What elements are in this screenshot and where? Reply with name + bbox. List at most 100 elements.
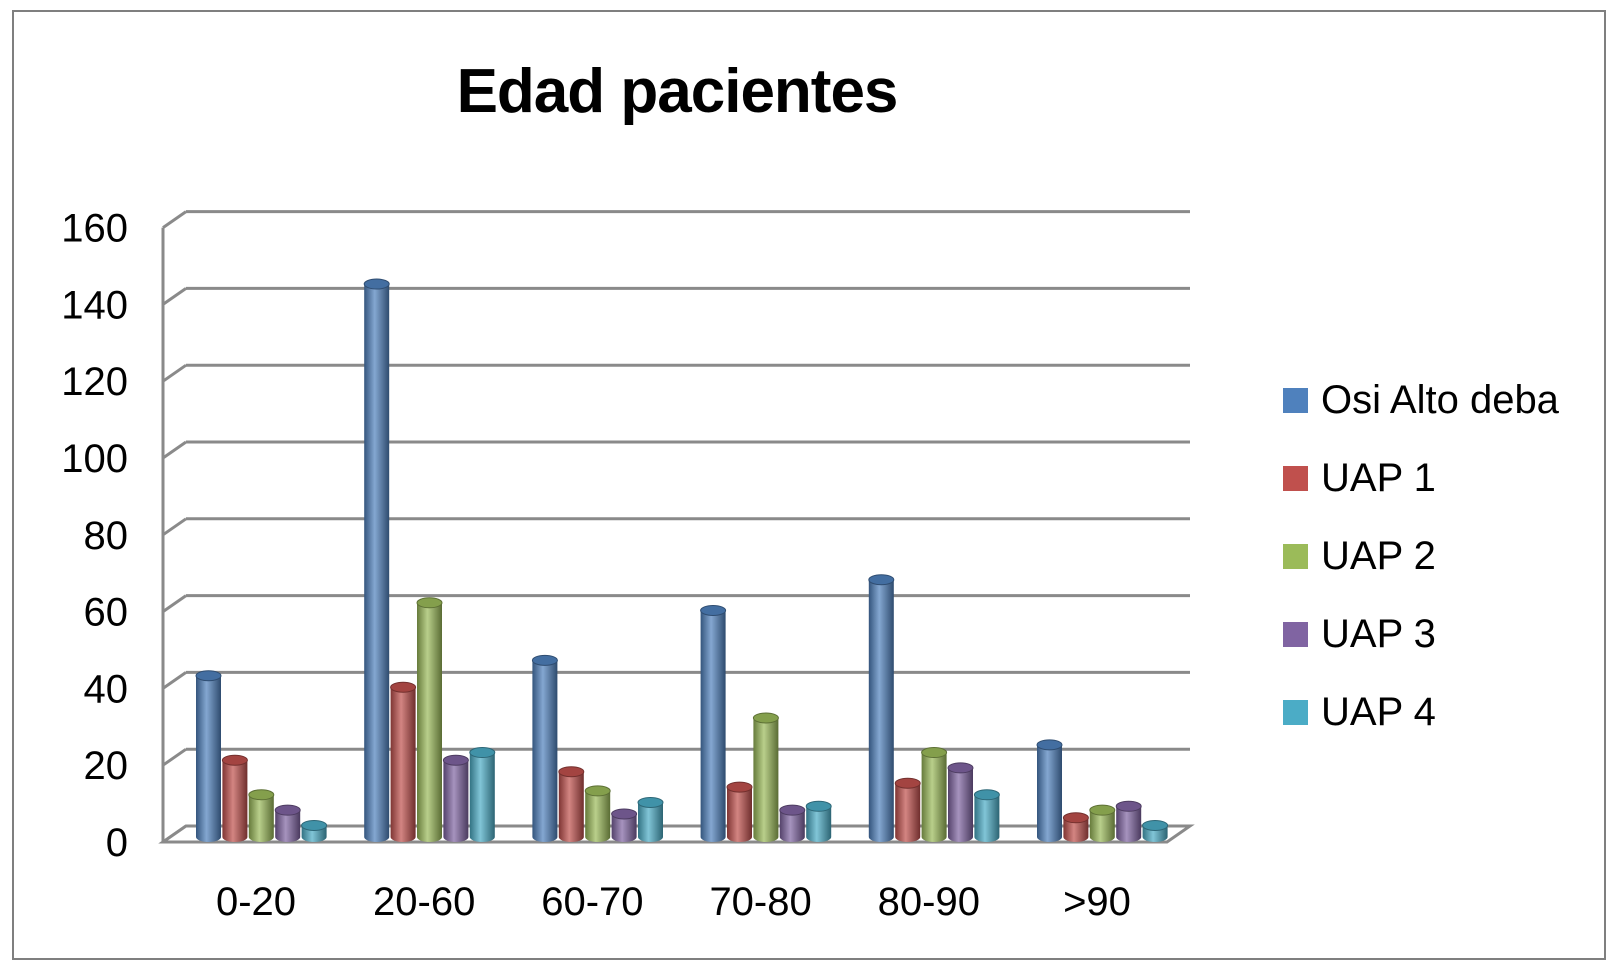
bar-uap-2-0-20	[248, 794, 274, 843]
gridline-tick-100	[162, 440, 187, 460]
bar-uap-4-70-80	[806, 806, 832, 843]
bar-top-osi-alto-deba-80-90	[868, 574, 895, 586]
y-tick-label-60: 60	[84, 591, 129, 635]
bar-uap-3-80-90	[948, 767, 973, 843]
bar-uap-1-80-90	[895, 783, 921, 843]
bar-top-uap-1-20-60	[390, 681, 417, 693]
bar-top-uap-4->90	[1142, 819, 1169, 831]
x-tick-label-0-20: 0-20	[216, 880, 296, 924]
legend-swatch-icon	[1283, 699, 1308, 725]
bar-uap-3-0-20	[275, 810, 301, 843]
bar-uap-3-70-80	[779, 810, 805, 842]
bar-top-uap-3-0-20	[274, 804, 301, 816]
bar-uap-1-60-70	[558, 771, 584, 843]
bar-top-uap-4-20-60	[469, 747, 496, 759]
bar-uap-3-20-60	[443, 760, 469, 843]
legend-label: Osi Alto deba	[1321, 377, 1559, 422]
bar-top-uap-3-70-80	[779, 804, 806, 816]
bar-top-osi-alto-deba-0-20	[195, 670, 222, 682]
bar-osi-alto-deba-70-80	[700, 610, 726, 843]
bar-osi-alto-deba->90	[1037, 744, 1062, 843]
legend-swatch-icon	[1283, 621, 1308, 647]
legend-label: UAP 2	[1321, 533, 1436, 578]
y-tick-label-40: 40	[84, 667, 129, 711]
legend-label: UAP 4	[1321, 689, 1436, 734]
y-tick-label-100: 100	[61, 437, 128, 481]
bar-top-uap-4-70-80	[805, 800, 832, 812]
bar-uap-4-20-60	[469, 752, 495, 843]
bar-uap-2-80-90	[921, 752, 947, 843]
bar-top-uap-1->90	[1062, 812, 1089, 824]
bar-uap-4-60-70	[638, 802, 663, 843]
legend-swatch-icon	[1283, 465, 1308, 491]
gridline-tick-80	[162, 517, 187, 537]
bar-top-uap-3-20-60	[442, 754, 469, 766]
legend: Osi Alto deba UAP 1 UAP 2 UAP 3 UAP 4	[1283, 361, 1559, 751]
bar-uap-3-60-70	[611, 813, 637, 843]
x-tick-label-60-70: 60-70	[541, 880, 643, 924]
y-tick-label-80: 80	[84, 514, 129, 558]
gridline-tick-40	[162, 671, 187, 690]
bar-uap-3->90	[1116, 806, 1142, 843]
gridline-tick-20	[162, 747, 187, 767]
bar-uap-2-70-80	[753, 717, 779, 843]
page-border	[12, 10, 1606, 960]
bar-uap-1->90	[1063, 817, 1089, 843]
bar-top-uap-1-70-80	[726, 781, 753, 793]
bar-top-uap-4-80-90	[973, 789, 1000, 801]
bar-top-uap-1-60-70	[558, 766, 585, 778]
bar-top-uap-2->90	[1089, 804, 1116, 816]
bar-uap-2->90	[1089, 810, 1115, 842]
x-tick-label-20-60: 20-60	[373, 880, 475, 924]
legend-label: UAP 1	[1321, 455, 1436, 500]
gridline-tick-120	[162, 363, 187, 383]
gridline-tick-140	[162, 287, 187, 306]
bar-top-uap-2-0-20	[248, 789, 275, 801]
legend-item-uap-4: UAP 4	[1283, 673, 1559, 751]
bar-uap-1-0-20	[222, 760, 248, 843]
bar-top-uap-1-80-90	[894, 777, 921, 789]
y-tick-label-160: 160	[61, 207, 128, 251]
bar-top-uap-3-60-70	[611, 808, 638, 820]
x-tick-label-70-80: 70-80	[709, 880, 811, 924]
bar-top-uap-2-70-80	[752, 712, 779, 724]
legend-swatch-icon	[1283, 387, 1308, 413]
bar-uap-1-20-60	[390, 687, 416, 843]
bar-uap-4-80-90	[974, 794, 1000, 843]
chart-title: Edad pacientes	[456, 57, 899, 126]
bar-uap-2-20-60	[417, 602, 442, 843]
gridline-tick-60	[162, 594, 187, 613]
y-tick-label-20: 20	[84, 744, 129, 788]
bar-top-uap-2-20-60	[416, 597, 443, 609]
bar-uap-1-70-80	[727, 787, 752, 843]
legend-swatch-icon	[1283, 543, 1308, 569]
y-tick-label-140: 140	[61, 283, 128, 327]
legend-item-uap-2: UAP 2	[1283, 517, 1559, 595]
bar-top-osi-alto-deba-20-60	[363, 278, 390, 290]
x-tick-label-80-90: 80-90	[878, 880, 980, 924]
bar-top-uap-1-0-20	[221, 754, 248, 766]
bar-top-osi-alto-deba->90	[1036, 739, 1063, 751]
gridline-tick-160	[162, 210, 187, 229]
bar-top-uap-3-80-90	[947, 762, 974, 774]
bar-top-uap-2-60-70	[584, 785, 611, 797]
bar-top-osi-alto-deba-60-70	[531, 654, 558, 666]
bar-osi-alto-deba-20-60	[364, 284, 390, 843]
bar-uap-2-60-70	[585, 790, 611, 843]
bar-top-osi-alto-deba-70-80	[700, 604, 727, 616]
legend-item-uap-1: UAP 1	[1283, 439, 1559, 517]
y-tick-label-120: 120	[61, 360, 128, 404]
bar-osi-alto-deba-0-20	[196, 675, 221, 843]
bar-top-uap-4-60-70	[637, 796, 664, 808]
bar-top-uap-2-80-90	[921, 747, 948, 759]
bar-top-uap-4-0-20	[301, 819, 328, 831]
x-tick-label->90: >90	[1063, 880, 1131, 924]
bar-top-uap-3->90	[1115, 800, 1142, 812]
bar-osi-alto-deba-60-70	[532, 660, 558, 842]
legend-item-uap-3: UAP 3	[1283, 595, 1559, 673]
legend-item-osi-alto-deba: Osi Alto deba	[1283, 361, 1559, 439]
y-tick-label-0: 0	[106, 821, 128, 865]
bar-osi-alto-deba-80-90	[868, 579, 894, 843]
legend-label: UAP 3	[1321, 611, 1436, 656]
